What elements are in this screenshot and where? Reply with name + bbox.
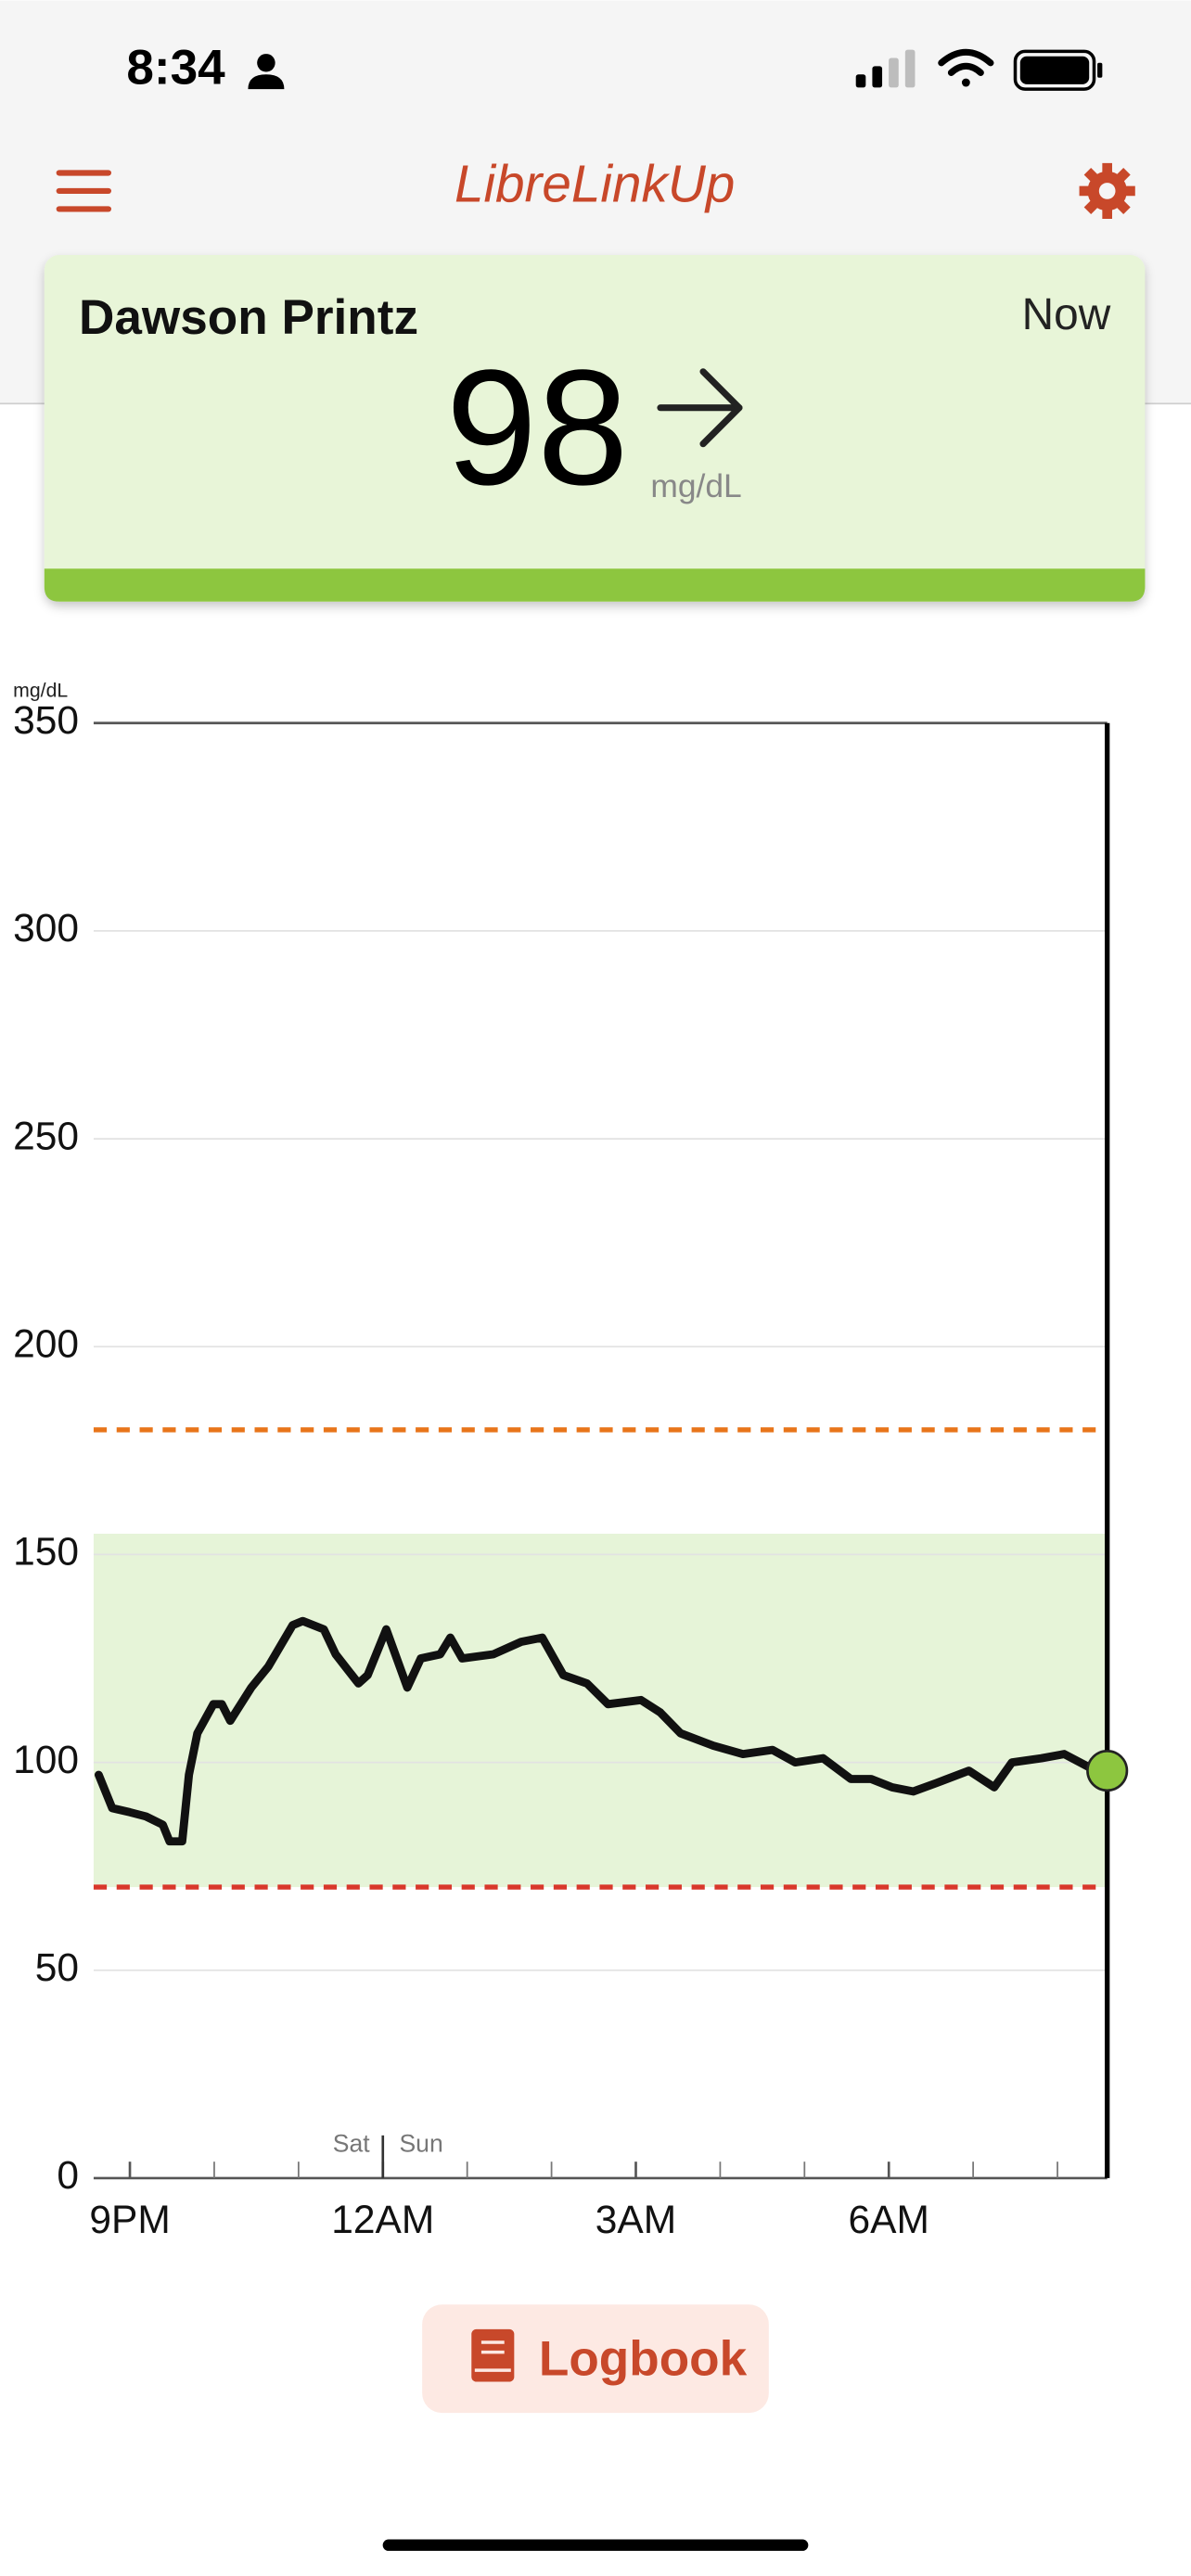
patient-card[interactable] — [44, 255, 1146, 602]
y-tick-label: 100 — [13, 1739, 79, 1782]
glucose-chart: mg/dL 0 50 100 150 200 250 300 350 9PM 12AM 3AM 6AM… — [13, 680, 1129, 2242]
signal-icon — [855, 49, 916, 88]
y-tick-label: 50 — [35, 1946, 79, 1990]
menu-button[interactable] — [56, 170, 111, 212]
x-tick-label: 6AM — [849, 2199, 929, 2242]
current-marker — [1086, 1749, 1129, 1792]
settings-button[interactable] — [1079, 162, 1135, 220]
day-label: Sun — [399, 2129, 442, 2157]
wifi-icon — [938, 48, 994, 87]
glucose-reading: 98 — [446, 336, 629, 519]
patient-name: Dawson Printz — [79, 290, 418, 345]
target-range — [93, 1533, 1108, 1888]
y-tick-label: 0 — [57, 2154, 79, 2198]
trend-arrow — [657, 368, 743, 448]
status-time: 8:34 — [126, 41, 225, 96]
y-tick-label: 200 — [13, 1322, 79, 1366]
logbook-label: Logbook — [539, 2331, 748, 2386]
y-tick-label: 150 — [13, 1531, 79, 1575]
x-tick-label: 12AM — [331, 2199, 434, 2242]
logbook-button[interactable]: Logbook — [422, 2304, 769, 2414]
x-tick-label: 3AM — [596, 2199, 676, 2242]
day-label: Sat — [333, 2129, 370, 2157]
home-indicator — [382, 2539, 809, 2551]
y-tick-label: 350 — [13, 699, 79, 743]
y-axis-label: mg/dL — [13, 680, 68, 702]
x-tick-label: 9PM — [89, 2199, 170, 2242]
app-title: LibreLinkUp — [455, 155, 735, 213]
glucose-line — [94, 1616, 1112, 1846]
y-tick-label: 250 — [13, 1115, 79, 1158]
battery-icon — [1013, 49, 1103, 91]
person-icon — [248, 54, 285, 90]
reading-time: Now — [1022, 290, 1111, 339]
y-tick-label: 300 — [13, 907, 79, 950]
reading-unit: mg/dL — [650, 467, 741, 504]
